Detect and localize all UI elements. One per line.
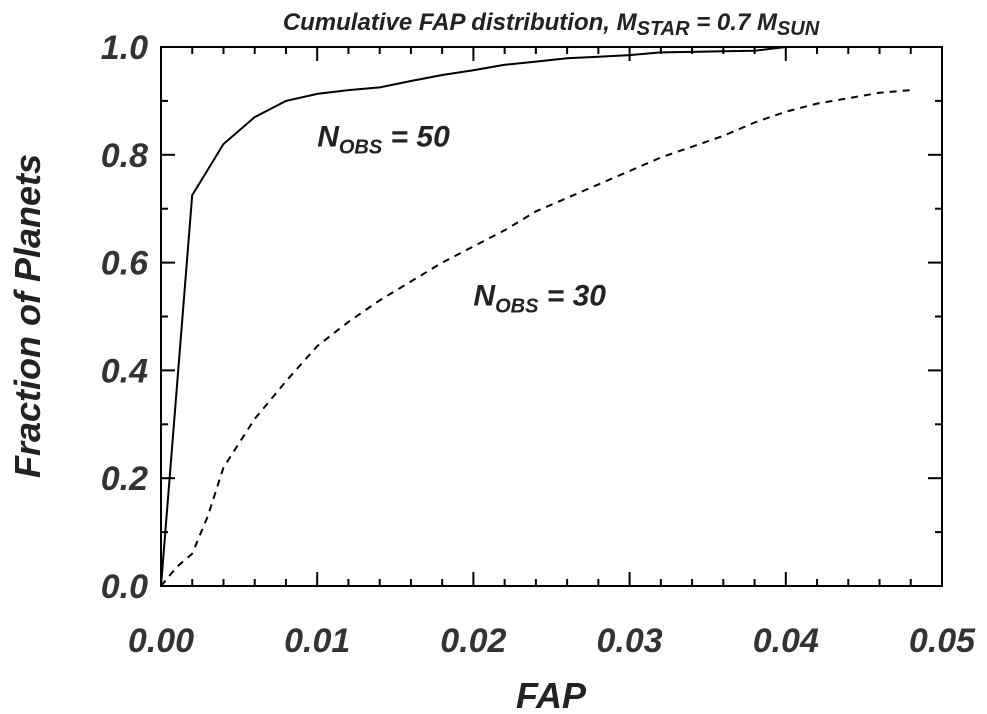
y-axis-title: Fraction of Planets	[7, 154, 48, 478]
annotation-label: NOBS = 30	[473, 280, 606, 318]
y-tick-label: 0.0	[101, 568, 148, 606]
y-axis: 0.0 0.2 0.4 0.6 0.8 1.0	[101, 29, 942, 606]
chart-title-mid: = 0.7 M	[690, 9, 778, 36]
y-tick-label: 0.2	[101, 460, 148, 498]
x-axis: 0.00 0.01 0.02 0.03 0.04 0.05	[128, 47, 976, 660]
y-tick-label: 1.0	[101, 29, 148, 67]
chart-title-sub2: SUN	[777, 18, 820, 40]
y-tick-label: 0.4	[101, 352, 148, 390]
x-tick-label: 0.01	[284, 622, 350, 660]
y-tick-label: 0.6	[101, 245, 149, 283]
x-tick-label: 0.03	[597, 622, 663, 660]
x-tick-label: 0.00	[128, 622, 194, 660]
plot-frame	[160, 46, 943, 587]
annotation-label: NOBS = 50	[317, 121, 450, 159]
annotation-layer: NOBS = 50 NOBS = 30	[317, 121, 606, 318]
chart-title: Cumulative FAP distribution, MSTAR = 0.7…	[283, 9, 820, 40]
x-tick-label: 0.05	[909, 622, 976, 660]
chart-title-main: Cumulative FAP distribution, M	[283, 9, 638, 36]
series-layer	[160, 46, 911, 587]
x-tick-label: 0.04	[753, 622, 819, 660]
series-line-solid	[160, 46, 911, 587]
x-axis-title: FAP	[516, 675, 587, 714]
y-tick-label: 0.8	[101, 137, 148, 175]
chart-title-sub1: STAR	[637, 18, 691, 40]
x-tick-label: 0.02	[440, 622, 506, 660]
series-line-dashed	[160, 89, 911, 587]
